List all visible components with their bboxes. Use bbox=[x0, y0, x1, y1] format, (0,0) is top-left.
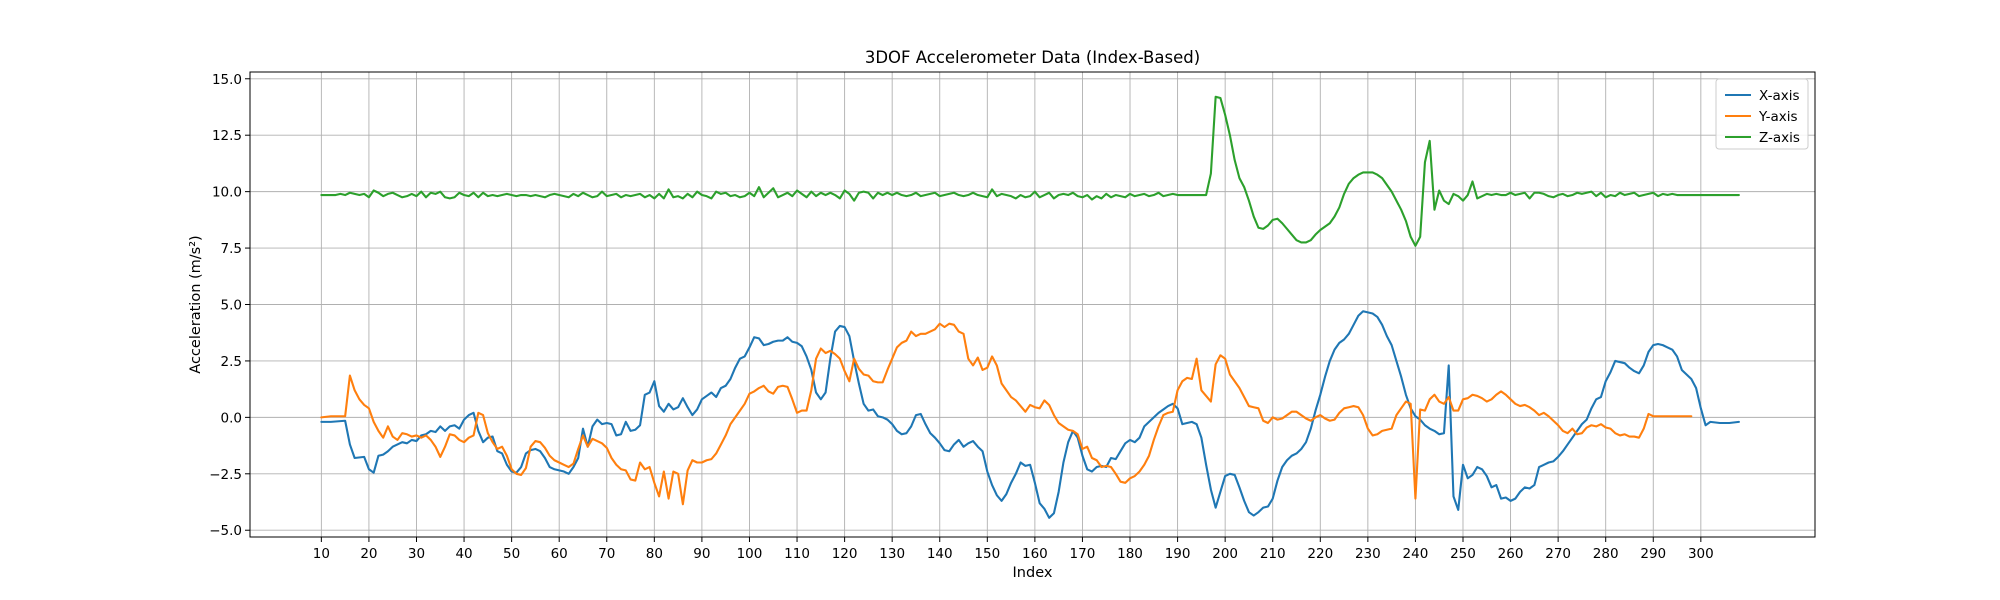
x-tick-label: 260 bbox=[1498, 546, 1524, 562]
grid bbox=[250, 72, 1815, 537]
legend-box bbox=[1715, 78, 1809, 150]
x-tick-label: 290 bbox=[1640, 546, 1666, 562]
legend-label: X-axis bbox=[1759, 88, 1800, 104]
x-tick-label: 10 bbox=[313, 546, 330, 562]
x-tick-label: 20 bbox=[360, 546, 377, 562]
x-tick-label: 40 bbox=[455, 546, 472, 562]
x-tick-label: 80 bbox=[646, 546, 663, 562]
x-tick-label: 220 bbox=[1307, 546, 1333, 562]
y-tick-label: 7.5 bbox=[221, 241, 242, 257]
x-tick-label: 160 bbox=[1022, 546, 1048, 562]
x-axis-title: Index bbox=[1013, 565, 1053, 581]
x-tick-label: 140 bbox=[927, 546, 953, 562]
y-tick-label: 5.0 bbox=[221, 298, 242, 314]
x-tick-label: 70 bbox=[598, 546, 615, 562]
y-tick-label: 12.5 bbox=[212, 128, 242, 144]
x-tick-label: 190 bbox=[1165, 546, 1191, 562]
x-tick-label: 110 bbox=[784, 546, 810, 562]
x-tick-label: 250 bbox=[1450, 546, 1476, 562]
y-tick-label: 2.5 bbox=[221, 354, 242, 370]
series-line-y-axis bbox=[320, 322, 1693, 506]
y-axis-title: Acceleration (m/s²) bbox=[188, 235, 204, 373]
x-tick-label: 120 bbox=[832, 546, 858, 562]
x-tick-label: 30 bbox=[408, 546, 425, 562]
x-tick-label: 130 bbox=[879, 546, 905, 562]
x-tick-label: 210 bbox=[1260, 546, 1286, 562]
x-tick-label: 230 bbox=[1355, 546, 1381, 562]
y-tick-label: 0.0 bbox=[221, 410, 242, 426]
y-tick-label: −5.0 bbox=[209, 523, 242, 539]
x-tick-label: 100 bbox=[737, 546, 763, 562]
x-tick-label: 50 bbox=[503, 546, 520, 562]
x-tick-label: 300 bbox=[1688, 546, 1714, 562]
x-tick-label: 90 bbox=[693, 546, 710, 562]
x-tick-label: 200 bbox=[1212, 546, 1238, 562]
x-tick-label: 280 bbox=[1593, 546, 1619, 562]
series-line-z-axis bbox=[320, 95, 1740, 247]
y-tick-label: −2.5 bbox=[209, 467, 242, 483]
y-axis-ticks: −5.0 −2.5 0.0 2.5 5.0 7.5 10.0 12.5 15.0 bbox=[209, 72, 250, 539]
x-tick-label: 170 bbox=[1070, 546, 1096, 562]
x-tick-label: 180 bbox=[1117, 546, 1143, 562]
y-tick-label: 10.0 bbox=[212, 185, 242, 201]
legend-label: Y-axis bbox=[1758, 109, 1798, 125]
series-lines bbox=[320, 95, 1740, 519]
y-tick-label: 15.0 bbox=[212, 72, 242, 88]
series-line-x-axis bbox=[320, 310, 1740, 519]
legend-label: Z-axis bbox=[1759, 130, 1800, 146]
legend: X-axis Y-axis Z-axis bbox=[1715, 78, 1809, 150]
x-tick-label: 270 bbox=[1545, 546, 1571, 562]
chart-title: 3DOF Accelerometer Data (Index-Based) bbox=[865, 48, 1200, 67]
x-tick-label: 150 bbox=[974, 546, 1000, 562]
x-tick-label: 60 bbox=[551, 546, 568, 562]
x-axis-ticks: 10 20 30 40 50 60 70 80 90 100 110 120 130 140 150 160 1… bbox=[313, 537, 1714, 562]
x-tick-label: 240 bbox=[1403, 546, 1429, 562]
